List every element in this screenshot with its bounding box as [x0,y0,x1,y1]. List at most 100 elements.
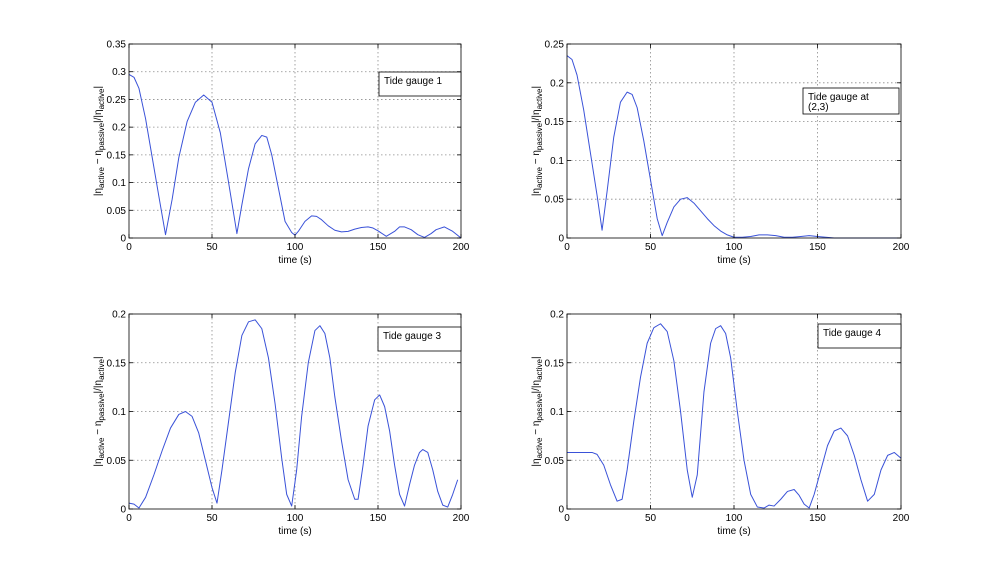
y-tick-label: 0.25 [107,95,127,106]
y-axis-label-part: |/|η [93,109,104,123]
x-tick-label: 0 [564,513,570,524]
y-tick-label: 0 [558,505,564,516]
y-tick-label: 0.1 [550,156,564,167]
y-tick-label: 0.25 [545,40,565,51]
x-tick-label: 200 [453,242,470,253]
legend: Tide gauge at(2,3) [802,87,900,115]
y-axis-label-part: − η [93,150,104,167]
y-axis-label-part: | [93,356,104,359]
y-tick-label: 0.05 [107,456,127,467]
y-tick-label: 0.2 [112,123,126,134]
y-axis-label-subscript: passive [97,393,106,421]
y-tick-label: 0.3 [112,67,126,78]
y-axis-label-subscript: active [97,88,106,109]
series-line [128,74,462,239]
x-tick-label: 50 [645,242,657,253]
y-axis-label: |ηactive − ηpassive|/|ηactive| [93,86,106,196]
y-tick-label: 0.05 [545,195,565,206]
y-axis-label-part: | [531,86,542,89]
x-tick-label: 50 [206,242,218,253]
y-tick-label: 0.05 [545,456,565,467]
legend-box [817,323,902,349]
y-axis-label-subscript: active [535,358,544,379]
series-line [567,323,902,509]
x-tick-label: 0 [126,242,132,253]
series-line [128,319,459,509]
x-tick-label: 50 [645,513,657,524]
y-axis-label-subscript: active [535,166,544,187]
y-axis-label-subscript: active [97,437,106,458]
y-tick-label: 0.15 [107,358,127,369]
y-tick-label: 0.2 [112,310,126,321]
y-tick-label: 0.2 [550,310,564,321]
x-tick-label: 0 [564,242,570,253]
x-axis-label: time (s) [717,526,750,537]
y-tick-label: 0.1 [112,407,126,418]
y-axis-label-subscript: active [97,358,106,379]
y-axis-label-part: |/|η [531,109,542,123]
y-tick-label: 0.05 [107,206,127,217]
legend-label: Tide gauge 4 [823,328,881,339]
x-tick-label: 200 [893,242,910,253]
x-tick-label: 150 [809,513,826,524]
legend: Tide gauge 1 [378,71,462,97]
y-axis-label-subscript: passive [535,122,544,150]
legend-box [802,87,900,115]
y-axis-label-part: |/|η [93,380,104,394]
y-axis-label-part: |/|η [531,380,542,394]
y-axis-label-part: | [93,86,104,89]
series-line [566,55,901,239]
y-tick-label: 0.15 [107,150,127,161]
x-tick-label: 100 [726,513,743,524]
y-axis-label-subscript: active [535,437,544,458]
y-axis-label: |ηactive − ηpassive|/|ηactive| [93,356,106,466]
legend-label: (2,3) [808,102,829,113]
y-tick-label: 0.1 [112,178,126,189]
x-tick-label: 0 [126,513,132,524]
x-tick-label: 200 [893,513,910,524]
x-tick-label: 150 [370,513,387,524]
y-tick-label: 0 [558,234,564,245]
x-tick-label: 200 [453,513,470,524]
x-tick-label: 100 [287,513,304,524]
y-axis-label-subscript: active [535,88,544,109]
x-tick-label: 100 [726,242,743,253]
y-tick-label: 0 [120,505,126,516]
y-axis-label-part: |η [531,188,542,196]
chart-panel-1: 0 50 100 150 200 0 0.05 0.1 0.15 0.2 0.25 0.3 0.35 ti… [93,40,470,267]
y-axis-label-subscript: passive [97,122,106,150]
legend-box [378,71,462,97]
legend-label: Tide gauge 3 [383,331,441,342]
y-tick-label: 0.35 [107,40,127,51]
y-tick-label: 0.2 [550,78,564,89]
y-axis-label-part: − η [531,421,542,438]
x-tick-label: 150 [370,242,387,253]
y-axis-label-part: |η [531,458,542,466]
y-tick-label: 0.15 [545,117,565,128]
chart-panel-2: 0 50 100 150 200 0 0.05 0.1 0.15 0.2 0.25 time (s) |… [531,40,910,267]
y-tick-label: 0.15 [545,358,565,369]
y-axis-label-subscript: active [97,166,106,187]
x-axis-label: time (s) [278,255,311,266]
y-axis-label-part: |η [93,188,104,196]
y-axis-label-part: − η [93,421,104,438]
y-tick-label: 0.1 [550,407,564,418]
y-axis-label-part: | [531,356,542,359]
x-axis-label: time (s) [717,255,750,266]
x-tick-label: 50 [206,513,218,524]
legend-box [377,326,462,352]
y-tick-label: 0 [120,234,126,245]
y-axis-label: |ηactive − ηpassive|/|ηactive| [531,86,544,196]
legend: Tide gauge 4 [817,323,902,349]
legend-label: Tide gauge at [808,92,869,103]
y-axis-label-part: − η [531,150,542,167]
y-axis-label-part: |η [93,458,104,466]
y-axis-label-subscript: passive [535,393,544,421]
x-tick-label: 150 [809,242,826,253]
x-axis-label: time (s) [278,526,311,537]
x-tick-label: 100 [287,242,304,253]
y-axis-label: |ηactive − ηpassive|/|ηactive| [531,356,544,466]
